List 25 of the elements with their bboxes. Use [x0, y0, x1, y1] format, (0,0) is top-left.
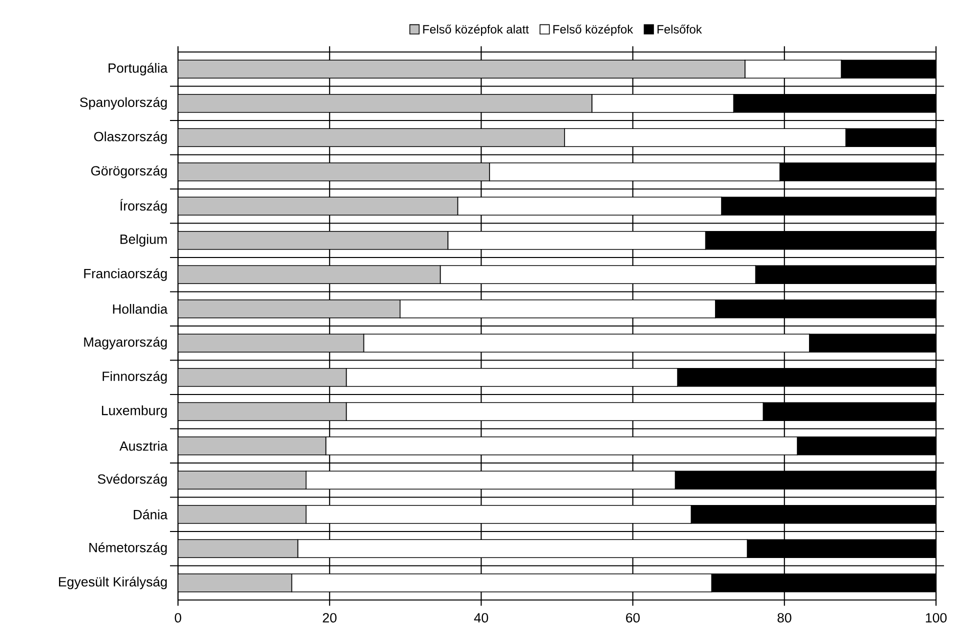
x-tick-label: 60 [626, 613, 640, 623]
y-tick-label: Svédország [98, 474, 167, 486]
y-tick-label: Luxemburg [102, 405, 167, 418]
y-tick-label: Írország [120, 198, 167, 214]
x-tick-label: 40 [474, 613, 488, 623]
x-tick-label: 80 [778, 613, 792, 623]
x-tick-label: 100 [926, 613, 947, 623]
x-tick-label: 0 [174, 613, 182, 623]
x-tick-label: 20 [322, 613, 337, 623]
y-tick-label: Portugália [108, 62, 168, 76]
y-tick-label: Spanyolország [80, 97, 167, 110]
y-tick-label: Egyesült Királyság [59, 576, 167, 590]
y-tick-label: Belgium [120, 234, 167, 247]
y-tick-label: Németország [89, 542, 167, 555]
legend-label: Felső középfok alatt [423, 24, 529, 36]
y-tick-label: Hollandia [113, 304, 168, 314]
y-tick-label: Magyarország [84, 336, 167, 350]
y-tick-label: Ausztria [119, 440, 168, 451]
legend-label: Felsőfok [658, 24, 702, 34]
y-tick-label: Franciaország [84, 268, 167, 281]
legend-label: Felső középfok [553, 24, 634, 36]
y-tick-label: Olaszország [94, 131, 167, 144]
y-tick-label: Finnország [102, 371, 167, 384]
y-tick-label: Görögország [91, 166, 167, 178]
y-tick-label: Dánia [134, 509, 168, 520]
